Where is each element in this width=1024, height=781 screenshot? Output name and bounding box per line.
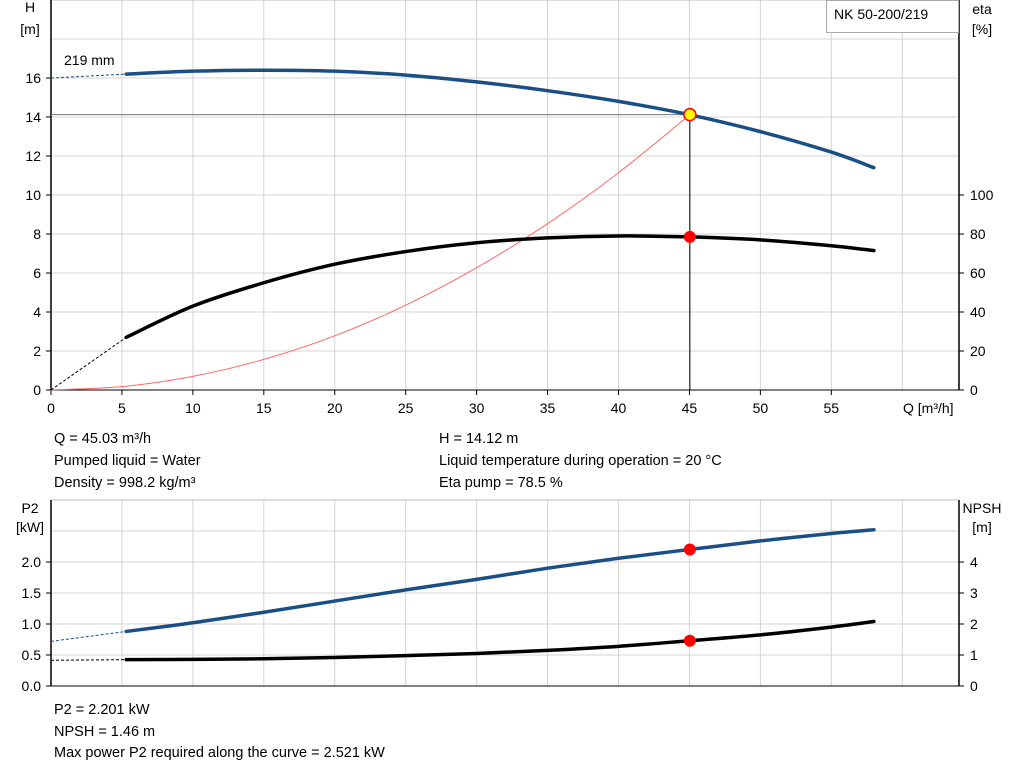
head-curve bbox=[124, 68, 876, 170]
y-tick-label-right: 2 bbox=[970, 616, 978, 632]
x-tick-label: 10 bbox=[185, 400, 201, 416]
duty-point-npsh bbox=[683, 634, 696, 647]
x-tick-label: 40 bbox=[611, 400, 627, 416]
title-box bbox=[826, 0, 959, 33]
curve-label: 219 mm bbox=[64, 52, 115, 68]
y-axis-label-left: H bbox=[25, 0, 35, 15]
efficiency-curve bbox=[124, 234, 876, 340]
y-tick-label-left: 14 bbox=[25, 109, 41, 125]
x-tick-label: 30 bbox=[469, 400, 485, 416]
y-tick-label-left: 1.0 bbox=[22, 616, 42, 632]
info-max-p2: Max power P2 required along the curve = … bbox=[54, 745, 385, 761]
info-head: H = 14.12 m bbox=[439, 431, 519, 447]
y-axis-unit-right: [%] bbox=[972, 21, 992, 37]
info-npsh: NPSH = 1.46 m bbox=[54, 724, 156, 740]
y-tick-label-left: 2.0 bbox=[22, 554, 42, 570]
duty-point-efficiency bbox=[683, 230, 696, 243]
info-eta: Eta pump = 78.5 % bbox=[439, 475, 563, 491]
info-liquid: Pumped liquid = Water bbox=[54, 453, 201, 469]
y-axis-unit-left: [kW] bbox=[16, 519, 44, 535]
info-p2: P2 = 2.201 kW bbox=[54, 702, 150, 718]
info-density: Density = 998.2 kg/m³ bbox=[54, 475, 196, 491]
y-tick-label-left: 16 bbox=[25, 70, 41, 86]
x-tick-label: 20 bbox=[327, 400, 343, 416]
y-tick-label-right: 100 bbox=[970, 187, 994, 203]
y-tick-label-right: 20 bbox=[970, 343, 986, 359]
x-axis-label: Q [m³/h] bbox=[903, 400, 954, 416]
x-tick-label: 55 bbox=[824, 400, 840, 416]
x-tick-label: 50 bbox=[753, 400, 769, 416]
chart-title: NK 50-200/219 bbox=[834, 6, 928, 22]
info-flow: Q = 45.03 m³/h bbox=[54, 431, 152, 447]
y-tick-label-left: 8 bbox=[33, 226, 41, 242]
x-tick-label: 5 bbox=[118, 400, 126, 416]
y-tick-label-left: 10 bbox=[25, 187, 41, 203]
duty-point-head bbox=[683, 107, 697, 122]
y-tick-label-left: 4 bbox=[33, 304, 41, 320]
efficiency-curve-extrapolation bbox=[50, 336, 127, 391]
info-temperature: Liquid temperature during operation = 20… bbox=[439, 453, 722, 469]
y-tick-label-left: 6 bbox=[33, 265, 41, 281]
power-curve bbox=[124, 528, 876, 634]
y-tick-label-right: 40 bbox=[970, 304, 986, 320]
y-tick-label-right: 4 bbox=[970, 554, 978, 570]
npsh-curve bbox=[124, 619, 876, 662]
x-tick-label: 0 bbox=[47, 400, 55, 416]
y-axis-unit-left: [m] bbox=[20, 21, 39, 37]
duty-point-power bbox=[683, 543, 696, 556]
y-tick-label-right: 60 bbox=[970, 265, 986, 281]
y-tick-label-left: 0.0 bbox=[22, 678, 42, 694]
y-tick-label-right: 0 bbox=[970, 678, 978, 694]
head-curve-extrapolation bbox=[50, 73, 127, 79]
y-tick-label-left: 2 bbox=[33, 343, 41, 359]
y-tick-label-right: 1 bbox=[970, 647, 978, 663]
y-tick-label-left: 12 bbox=[25, 148, 41, 164]
y-axis-label-left: P2 bbox=[21, 500, 38, 516]
x-tick-label: 35 bbox=[540, 400, 556, 416]
y-tick-label-right: 3 bbox=[970, 585, 978, 601]
y-axis-unit-right: [m] bbox=[972, 519, 991, 535]
power-curve-extrapolation bbox=[50, 630, 127, 642]
x-tick-label: 15 bbox=[256, 400, 272, 416]
y-tick-label-left: 0.5 bbox=[22, 647, 42, 663]
x-tick-label: 45 bbox=[682, 400, 698, 416]
y-tick-label-right: 0 bbox=[970, 382, 978, 398]
y-tick-label-left: 0 bbox=[33, 382, 41, 398]
y-axis-label-right: eta bbox=[972, 1, 992, 17]
x-tick-label: 25 bbox=[398, 400, 414, 416]
system-curve bbox=[50, 114, 691, 391]
y-axis-label-right: NPSH bbox=[963, 500, 1002, 516]
npsh-curve-extrapolation bbox=[50, 659, 127, 661]
y-tick-label-right: 80 bbox=[970, 226, 986, 242]
y-tick-label-left: 1.5 bbox=[22, 585, 42, 601]
